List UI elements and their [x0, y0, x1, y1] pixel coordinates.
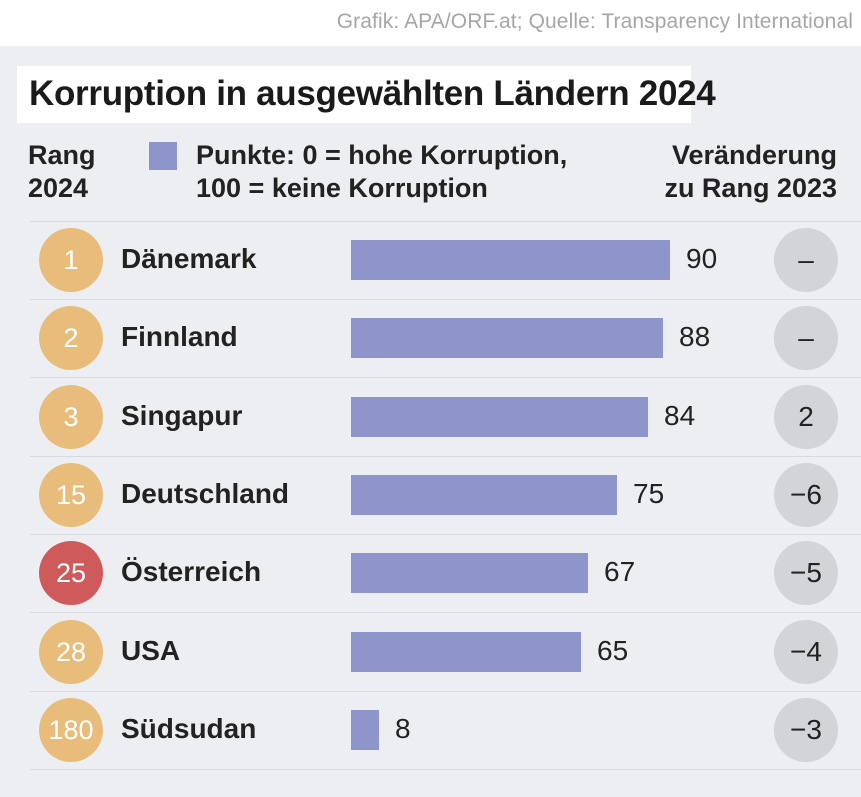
rank-change-badge: −6: [774, 463, 838, 527]
score-bar: [351, 710, 379, 750]
score-value: 75: [633, 478, 665, 509]
rank-badge: 25: [39, 541, 103, 605]
score-bar: [351, 632, 581, 672]
score-bar: [351, 475, 617, 515]
rank-badge: 180: [39, 698, 103, 762]
rank-header-line2: 2024: [28, 173, 89, 203]
country-label: Österreich: [121, 556, 262, 587]
row-separator: [30, 377, 861, 378]
score-bar: [351, 318, 663, 358]
rank-header: Rang 2024: [28, 139, 96, 205]
score-value: 67: [604, 556, 636, 587]
change-header-line2: zu Rang 2023: [664, 173, 837, 203]
country-label: Singapur: [121, 400, 243, 431]
rank-change-badge: −3: [774, 698, 838, 762]
legend-line2: 100 = keine Korruption: [196, 173, 488, 203]
score-value: 84: [664, 400, 696, 431]
source-credit: Grafik: APA/ORF.at; Quelle: Transparency…: [336, 10, 853, 33]
legend-swatch: [149, 142, 177, 170]
country-label: Deutschland: [121, 478, 290, 509]
row-separator: [30, 534, 861, 535]
score-bar: [351, 397, 648, 437]
rank-change-badge: –: [774, 228, 838, 292]
rank-badge: 28: [39, 620, 103, 684]
title-box: [17, 66, 691, 123]
row-separator: [30, 456, 861, 457]
score-value: 90: [686, 243, 718, 274]
country-label: Dänemark: [121, 243, 257, 274]
score-value: 88: [679, 321, 711, 352]
rank-badge: 2: [39, 306, 103, 370]
change-header: Veränderung zu Rang 2023: [664, 139, 837, 205]
rank-change-badge: −5: [774, 541, 838, 605]
rank-change-badge: −4: [774, 620, 838, 684]
legend-line1: Punkte: 0 = hohe Korruption,: [196, 140, 568, 170]
country-label: Südsudan: [121, 713, 257, 744]
score-value: 8: [395, 713, 411, 744]
score-bar: [351, 240, 670, 280]
country-label: USA: [121, 635, 181, 666]
row-separator: [30, 299, 861, 300]
rank-badge: 3: [39, 385, 103, 449]
row-separator: [30, 769, 861, 770]
rank-change-badge: –: [774, 306, 838, 370]
row-separator: [30, 612, 861, 613]
chart-title: Korruption in ausgewählten Ländern 2024: [29, 74, 716, 113]
rank-badge: 1: [39, 228, 103, 292]
row-separator: [30, 691, 861, 692]
score-bar: [351, 553, 588, 593]
country-label: Finnland: [121, 321, 238, 352]
change-header-line1: Veränderung: [671, 140, 837, 170]
rank-badge: 15: [39, 463, 103, 527]
score-value: 65: [597, 635, 629, 666]
row-separator: [30, 221, 861, 222]
legend-label: Punkte: 0 = hohe Korruption, 100 = keine…: [196, 139, 567, 205]
rank-header-line1: Rang: [28, 140, 96, 170]
rank-change-badge: 2: [774, 385, 838, 449]
